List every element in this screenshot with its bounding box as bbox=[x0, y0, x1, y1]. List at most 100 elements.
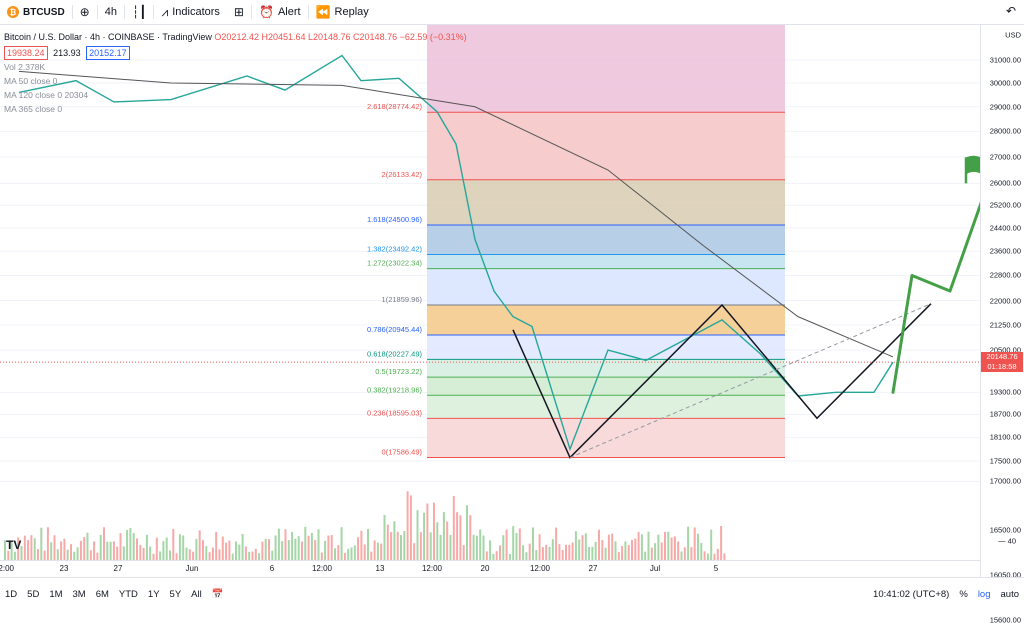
price-tick-label: 17000.00 bbox=[990, 477, 1021, 486]
range-1d[interactable]: 1D bbox=[0, 589, 22, 600]
auto-toggle[interactable]: auto bbox=[996, 589, 1024, 600]
volume-bar bbox=[506, 530, 508, 560]
fib-band bbox=[427, 25, 785, 112]
volume-bar bbox=[489, 540, 491, 560]
range-1y[interactable]: 1Y bbox=[143, 589, 165, 600]
time-tick-label: Jul bbox=[650, 564, 660, 573]
volume-bar bbox=[697, 534, 699, 560]
chart-type-button[interactable]: ┆┃ bbox=[125, 0, 153, 24]
volume-bar bbox=[212, 548, 214, 560]
volume-bar bbox=[677, 541, 679, 560]
volume-bar bbox=[684, 547, 686, 560]
range-5d[interactable]: 5D bbox=[22, 589, 44, 600]
volume-bar bbox=[268, 539, 270, 560]
volume-bar bbox=[116, 547, 118, 560]
volume-bar bbox=[397, 532, 399, 560]
date-range-icon[interactable]: 📅 bbox=[207, 589, 229, 600]
range-5y[interactable]: 5Y bbox=[165, 589, 187, 600]
volume-bar bbox=[450, 535, 452, 560]
volume-bar bbox=[370, 552, 372, 560]
alarm-clock-icon: ⏰ bbox=[259, 5, 274, 19]
volume-bar bbox=[700, 543, 702, 560]
volume-bar bbox=[202, 540, 204, 560]
volume-bar bbox=[222, 537, 224, 560]
volume-bar bbox=[106, 542, 108, 560]
volume-bar bbox=[70, 544, 72, 560]
volume-bar bbox=[611, 534, 613, 560]
ask-price[interactable]: 20152.17 bbox=[86, 46, 130, 60]
volume-bar bbox=[433, 503, 435, 560]
volume-bar bbox=[83, 537, 85, 560]
symbol-search[interactable]: ₿ BTCUSD bbox=[0, 0, 72, 24]
volume-bar bbox=[657, 535, 659, 560]
volume-bar bbox=[318, 529, 320, 560]
interval-label: 4h bbox=[105, 6, 117, 18]
ma50-legend: MA 50 close 0 bbox=[4, 74, 467, 88]
fib-level-label: 0.618(20227.49) bbox=[367, 349, 423, 358]
undo-icon[interactable]: ↶ bbox=[1006, 4, 1016, 18]
volume-bar bbox=[367, 529, 369, 560]
volume-bar bbox=[136, 538, 138, 560]
volume-bar bbox=[166, 538, 168, 560]
volume-bar bbox=[186, 548, 188, 560]
volume-bar bbox=[205, 546, 207, 560]
last-price-tag: 20148.76 01:18:58 bbox=[981, 352, 1023, 372]
price-tick-label: 31000.00 bbox=[990, 56, 1021, 65]
range-3m[interactable]: 3M bbox=[68, 589, 91, 600]
volume-bar bbox=[294, 539, 296, 560]
indicators-button[interactable]: ⩘ Indicators bbox=[154, 0, 226, 24]
currency-label[interactable]: USD bbox=[1005, 31, 1021, 40]
volume-bar bbox=[172, 529, 174, 560]
volume-bar bbox=[351, 547, 353, 560]
volume-bar bbox=[601, 540, 603, 560]
volume-bar bbox=[7, 551, 9, 560]
layouts-button[interactable]: ⊞ bbox=[227, 0, 251, 24]
range-all[interactable]: All bbox=[186, 589, 207, 600]
interval-button[interactable]: 4h bbox=[98, 0, 124, 24]
candles-icon: ┆┃ bbox=[132, 5, 146, 19]
volume-bar bbox=[189, 549, 191, 560]
volume-bar bbox=[535, 550, 537, 560]
clock-readout[interactable]: 10:41:02 (UTC+8) bbox=[868, 589, 954, 600]
symbol-label: BTCUSD bbox=[23, 7, 65, 18]
volume-bar bbox=[182, 536, 184, 560]
volume-bar bbox=[27, 540, 29, 560]
volume-bar bbox=[159, 551, 161, 560]
volume-bar bbox=[674, 536, 676, 560]
volume-bar bbox=[63, 539, 65, 560]
volume-bar bbox=[723, 553, 725, 560]
volume-bar bbox=[641, 534, 643, 560]
volume-bar bbox=[129, 528, 131, 560]
log-toggle[interactable]: log bbox=[973, 589, 996, 600]
alert-button[interactable]: ⏰ Alert bbox=[252, 0, 308, 24]
volume-bar bbox=[400, 535, 402, 560]
volume-bar bbox=[73, 552, 75, 560]
bid-price[interactable]: 19938.24 bbox=[4, 46, 48, 60]
fib-level-label: 0.786(20945.44) bbox=[367, 325, 423, 334]
volume-bar bbox=[384, 515, 386, 560]
range-6m[interactable]: 6M bbox=[91, 589, 114, 600]
volume-bar bbox=[605, 548, 607, 560]
volume-bar bbox=[575, 531, 577, 560]
volume-bar bbox=[341, 527, 343, 560]
volume-bar bbox=[100, 535, 102, 560]
price-tick-label: 23600.00 bbox=[990, 247, 1021, 256]
volume-bar bbox=[694, 527, 696, 560]
volume-bar bbox=[585, 533, 587, 560]
compare-button[interactable]: ⊕ bbox=[73, 0, 97, 24]
time-tick-label: Jun bbox=[186, 564, 199, 573]
replay-button[interactable]: ⏪ Replay bbox=[309, 0, 376, 24]
chart-legend: Bitcoin / U.S. Dollar · 4h · COINBASE · … bbox=[4, 30, 467, 116]
volume-bar bbox=[37, 549, 39, 560]
volume-bar bbox=[357, 537, 359, 560]
percent-toggle[interactable]: % bbox=[954, 589, 972, 600]
range-1m[interactable]: 1M bbox=[44, 589, 67, 600]
volume-bar bbox=[192, 552, 194, 560]
volume-bar bbox=[179, 534, 181, 560]
range-ytd[interactable]: YTD bbox=[114, 589, 143, 600]
fib-band bbox=[427, 395, 785, 418]
volume-bar bbox=[565, 545, 567, 560]
volume-bar bbox=[496, 551, 498, 560]
